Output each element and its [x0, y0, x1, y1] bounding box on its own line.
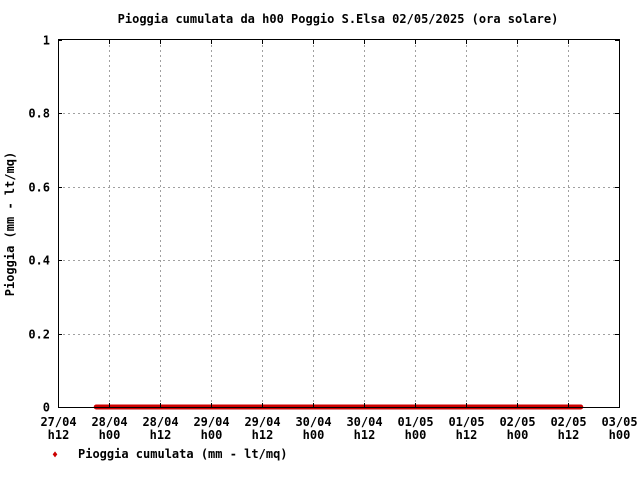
x-tick-hour: h12 [252, 428, 274, 442]
x-tick-hour: h12 [48, 428, 70, 442]
x-tick-date: 27/04 [40, 415, 76, 429]
x-tick-date: 02/05 [499, 415, 535, 429]
y-tick-label: 0.4 [28, 254, 50, 268]
x-axis-ticks: 27/04h1228/04h0028/04h1229/04h0029/04h12… [40, 40, 638, 442]
x-tick-date: 01/05 [448, 415, 484, 429]
chart-title: Pioggia cumulata da h00 Poggio S.Elsa 02… [118, 12, 559, 26]
x-tick-date: 30/04 [346, 415, 382, 429]
x-tick-date: 29/04 [244, 415, 280, 429]
legend-marker: ♦ [52, 450, 58, 461]
x-tick-date: 03/05 [601, 415, 637, 429]
x-tick-hour: h00 [99, 428, 121, 442]
x-tick-hour: h12 [456, 428, 478, 442]
x-tick-hour: h00 [507, 428, 529, 442]
y-tick-label: 0.2 [28, 328, 50, 342]
x-tick-date: 29/04 [193, 415, 229, 429]
y-tick-label: 0 [43, 401, 50, 415]
legend-label: Pioggia cumulata (mm - lt/mq) [78, 447, 288, 461]
x-tick-hour: h00 [609, 428, 631, 442]
x-tick-hour: h00 [405, 428, 427, 442]
plot-frame [58, 39, 620, 408]
y-tick-label: 0.6 [28, 181, 50, 195]
x-tick-date: 28/04 [142, 415, 178, 429]
x-tick-date: 30/04 [295, 415, 331, 429]
y-tick-label: 0.8 [28, 107, 50, 121]
y-axis-label: Pioggia (mm - lt/mq) [3, 152, 17, 297]
x-tick-hour: h12 [558, 428, 580, 442]
x-tick-hour: h12 [150, 428, 172, 442]
grid [58, 40, 619, 407]
y-tick-label: 1 [43, 34, 50, 48]
x-tick-date: 02/05 [550, 415, 586, 429]
x-tick-date: 01/05 [397, 415, 433, 429]
y-axis-ticks: 0 0.2 0.4 0.6 0.8 1 [28, 34, 619, 415]
x-tick-hour: h12 [354, 428, 376, 442]
legend: ♦ Pioggia cumulata (mm - lt/mq) [52, 447, 288, 461]
x-tick-date: 28/04 [91, 415, 127, 429]
x-tick-hour: h00 [201, 428, 223, 442]
x-tick-hour: h00 [303, 428, 325, 442]
